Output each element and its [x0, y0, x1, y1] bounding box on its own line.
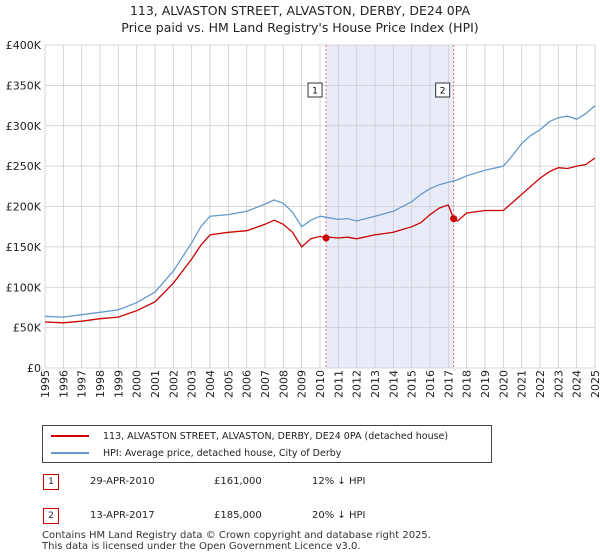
x-tick-label: 2014: [387, 370, 400, 398]
marker-1-label: 1: [307, 82, 323, 98]
x-tick-label: 2018: [461, 370, 474, 398]
legend-swatch-blue: [51, 452, 89, 454]
legend-label-hpi: HPI: Average price, detached house, City…: [103, 447, 342, 459]
legend-item-hpi: HPI: Average price, detached house, City…: [43, 445, 341, 461]
x-tick-label: 2011: [332, 370, 345, 398]
y-tick-label: £200K: [6, 201, 42, 214]
x-tick-label: 2010: [314, 370, 327, 398]
transaction-number-badge: 1: [43, 474, 59, 490]
transaction-date: 29-APR-2010: [90, 476, 155, 487]
footer-attribution: Contains HM Land Registry data © Crown c…: [42, 530, 582, 552]
y-tick-label: £350K: [6, 79, 42, 92]
x-tick-label: 1998: [94, 370, 107, 398]
sale-point-1: [322, 234, 330, 242]
sale-point-2: [450, 215, 458, 223]
x-tick-label: 2005: [222, 370, 235, 398]
transaction-price: £185,000: [214, 510, 262, 521]
transaction-hpi-diff: 12% ↓ HPI: [312, 476, 366, 487]
marker-2-text: 2: [440, 87, 446, 97]
chart-title: 113, ALVASTON STREET, ALVASTON, DERBY, D…: [0, 2, 600, 36]
marker-2-label: 2: [435, 82, 451, 98]
x-tick-label: 2024: [571, 370, 584, 398]
x-tick-label: 2015: [406, 370, 419, 398]
x-tick-label: 1997: [76, 370, 89, 398]
x-tick-label: 2004: [204, 370, 217, 398]
x-axis-ticks: 1995 1996 1997 1998 1999 2000 2001 2002 2003 2004…: [39, 370, 600, 398]
transaction-row: 1 29-APR-2010 £161,000 12% ↓ HPI: [42, 470, 492, 490]
transaction-hpi-diff: 20% ↓ HPI: [312, 510, 366, 521]
x-tick-label: 2021: [516, 370, 529, 398]
y-tick-label: £400K: [6, 39, 42, 52]
x-tick-label: 2002: [167, 370, 180, 398]
legend-label-price: 113, ALVASTON STREET, ALVASTON, DERBY, D…: [103, 430, 449, 442]
y-tick-label: £0: [27, 362, 41, 375]
x-tick-label: 2020: [497, 370, 510, 398]
y-axis-ticks: £0 £50K £100K £150K £200K £250K £300K £350K £400…: [6, 39, 42, 375]
title-line-2: Price paid vs. HM Land Registry's House …: [121, 20, 479, 35]
transaction-date: 13-APR-2017: [90, 510, 155, 521]
x-tick-label: 2007: [259, 370, 272, 398]
x-tick-label: 2006: [241, 370, 254, 398]
marker-1-text: 1: [312, 87, 318, 97]
title-line-1: 113, ALVASTON STREET, ALVASTON, DERBY, D…: [129, 3, 471, 18]
footer-line-2: This data is licensed under the Open Gov…: [42, 541, 361, 552]
transaction-row: 2 13-APR-2017 £185,000 20% ↓ HPI: [42, 504, 492, 524]
legend-swatch-red: [51, 435, 89, 437]
price-chart: 1 2 £0 £50K £100K £150K £200K £250K £300K £350K…: [6, 39, 600, 398]
x-tick-label: 1995: [39, 370, 52, 398]
x-tick-label: 2003: [186, 370, 199, 398]
price-series-line: [44, 157, 596, 324]
x-tick-label: 2000: [131, 370, 144, 398]
y-tick-label: £150K: [6, 241, 42, 254]
x-tick-label: 2016: [424, 370, 437, 398]
x-tick-label: 1999: [112, 370, 125, 398]
x-tick-label: 2001: [149, 370, 162, 398]
legend: 113, ALVASTON STREET, ALVASTON, DERBY, D…: [42, 425, 492, 463]
x-tick-label: 2025: [589, 370, 600, 398]
x-tick-label: 2022: [534, 370, 547, 398]
transaction-price: £161,000: [214, 476, 262, 487]
y-tick-label: £50K: [13, 322, 42, 335]
legend-item-price: 113, ALVASTON STREET, ALVASTON, DERBY, D…: [43, 428, 448, 444]
x-tick-label: 2023: [552, 370, 565, 398]
footer-line-1: Contains HM Land Registry data © Crown c…: [42, 530, 431, 541]
x-tick-label: 2009: [296, 370, 309, 398]
transaction-number-badge: 2: [43, 508, 59, 524]
x-tick-label: 2013: [369, 370, 382, 398]
y-tick-label: £250K: [6, 160, 42, 173]
y-tick-label: £300K: [6, 120, 42, 133]
x-tick-label: 2008: [277, 370, 290, 398]
x-tick-label: 2017: [442, 370, 455, 398]
y-tick-label: £100K: [6, 281, 42, 294]
gridlines: [44, 44, 596, 369]
hpi-series-line: [44, 105, 596, 318]
x-tick-label: 1996: [57, 370, 70, 398]
x-tick-label: 2012: [351, 370, 364, 398]
x-tick-label: 2019: [479, 370, 492, 398]
